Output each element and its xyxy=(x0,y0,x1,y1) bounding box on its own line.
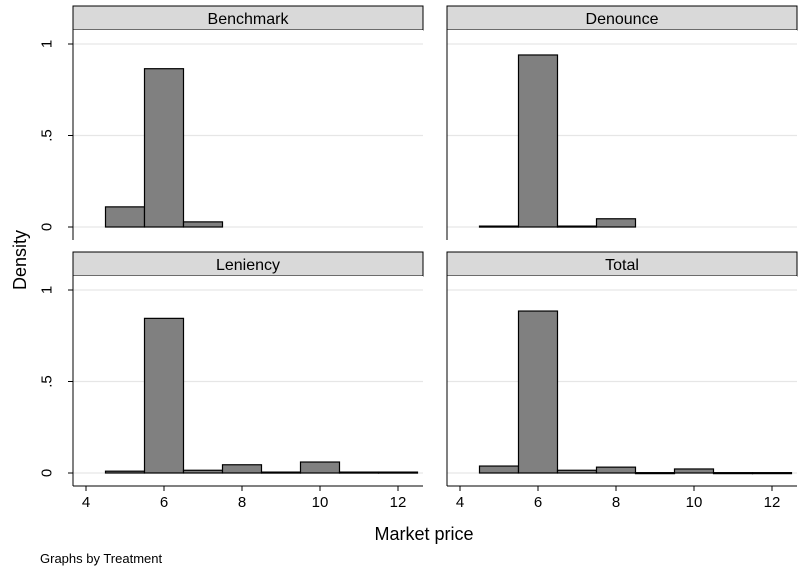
x-tick-label: 8 xyxy=(612,494,620,511)
y-axis-title: Density xyxy=(10,230,30,290)
panel-benchmark: Benchmark 0 .5 1 xyxy=(38,5,424,240)
panel-strip-benchmark xyxy=(72,5,424,31)
panel-strip-total xyxy=(446,251,798,277)
bar-leniency-7 xyxy=(182,469,224,474)
bar-leniency-10 xyxy=(299,461,341,474)
panel-leniency: Leniency 0 .5 1 4 6 8 10 12 xyxy=(38,251,424,511)
bar-total-7 xyxy=(556,469,598,474)
panel-strip-denounce xyxy=(446,5,798,31)
bar-total-12 xyxy=(751,472,793,475)
bar-total-11 xyxy=(712,472,754,475)
bar-benchmark-5 xyxy=(104,206,146,228)
bar-leniency-6 xyxy=(143,317,185,474)
panel-title-benchmark: Benchmark xyxy=(208,11,290,28)
bar-leniency-12 xyxy=(377,471,419,474)
x-tick-label: 8 xyxy=(238,494,246,511)
bar-denounce-8 xyxy=(595,218,637,228)
y-tick-label: 0 xyxy=(38,469,55,477)
x-tick-label: 6 xyxy=(534,494,542,511)
bar-total-6 xyxy=(517,310,559,474)
bar-leniency-8 xyxy=(221,464,263,474)
bar-leniency-5 xyxy=(104,470,146,474)
panel-title-denounce: Denounce xyxy=(586,11,659,28)
bar-total-10 xyxy=(673,468,715,474)
y-tick-label: 1 xyxy=(38,40,55,48)
bar-leniency-9 xyxy=(260,471,302,474)
panel-strip-leniency xyxy=(72,251,424,277)
x-tick-label: 12 xyxy=(764,494,781,511)
y-tick-label: 1 xyxy=(38,286,55,294)
bar-total-9 xyxy=(634,472,676,475)
panels-group: Benchmark 0 .5 1 Denounce Leniency 0 .5 1 4 6 8 10 12… xyxy=(38,5,798,511)
bar-benchmark-7 xyxy=(182,221,224,228)
bar-leniency-11 xyxy=(338,471,380,474)
bar-denounce-5 xyxy=(478,225,520,228)
graphs-by-note: Graphs by Treatment xyxy=(40,551,162,566)
bar-total-5 xyxy=(478,465,520,474)
panel-total: Total 4 6 8 10 12 xyxy=(446,251,798,511)
y-tick-label: .5 xyxy=(38,129,55,142)
x-tick-label: 4 xyxy=(456,494,464,511)
x-tick-label: 4 xyxy=(82,494,90,511)
panel-title-leniency: Leniency xyxy=(216,257,280,274)
y-tick-label: .5 xyxy=(38,375,55,388)
y-tick-label: 0 xyxy=(38,223,55,231)
bar-denounce-6 xyxy=(517,54,559,228)
bar-total-8 xyxy=(595,466,637,474)
x-tick-label: 6 xyxy=(160,494,168,511)
x-tick-label: 10 xyxy=(686,494,703,511)
x-tick-label: 12 xyxy=(390,494,407,511)
panel-denounce: Denounce xyxy=(446,5,798,240)
x-axis-title: Market price xyxy=(374,524,473,544)
panel-title-total: Total xyxy=(605,257,639,274)
bar-benchmark-6 xyxy=(143,68,185,228)
bar-denounce-7 xyxy=(556,225,598,228)
x-tick-label: 10 xyxy=(312,494,329,511)
